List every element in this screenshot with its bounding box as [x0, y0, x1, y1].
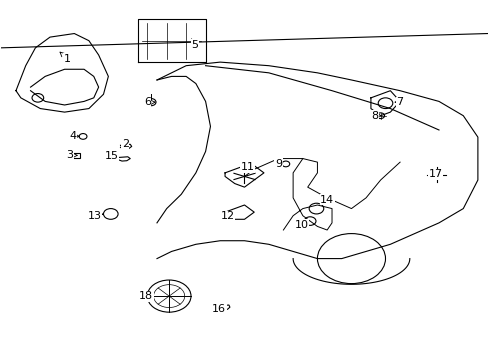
- Text: 18: 18: [139, 291, 153, 301]
- Text: 3: 3: [66, 150, 77, 160]
- Text: 14: 14: [320, 195, 333, 204]
- Text: 7: 7: [394, 97, 403, 107]
- Text: 15: 15: [104, 151, 119, 161]
- Text: 9: 9: [274, 159, 282, 169]
- Text: 2: 2: [120, 139, 129, 149]
- Text: 6: 6: [143, 98, 155, 108]
- Text: 10: 10: [294, 220, 308, 230]
- Text: 5: 5: [191, 39, 198, 50]
- Text: 4: 4: [70, 131, 79, 141]
- Text: 16: 16: [212, 303, 226, 314]
- Text: 12: 12: [220, 211, 234, 221]
- Text: 11: 11: [241, 162, 254, 172]
- Text: 13: 13: [87, 211, 102, 221]
- Text: 8: 8: [370, 111, 378, 121]
- Text: 17: 17: [427, 169, 442, 179]
- Text: 1: 1: [60, 52, 70, 64]
